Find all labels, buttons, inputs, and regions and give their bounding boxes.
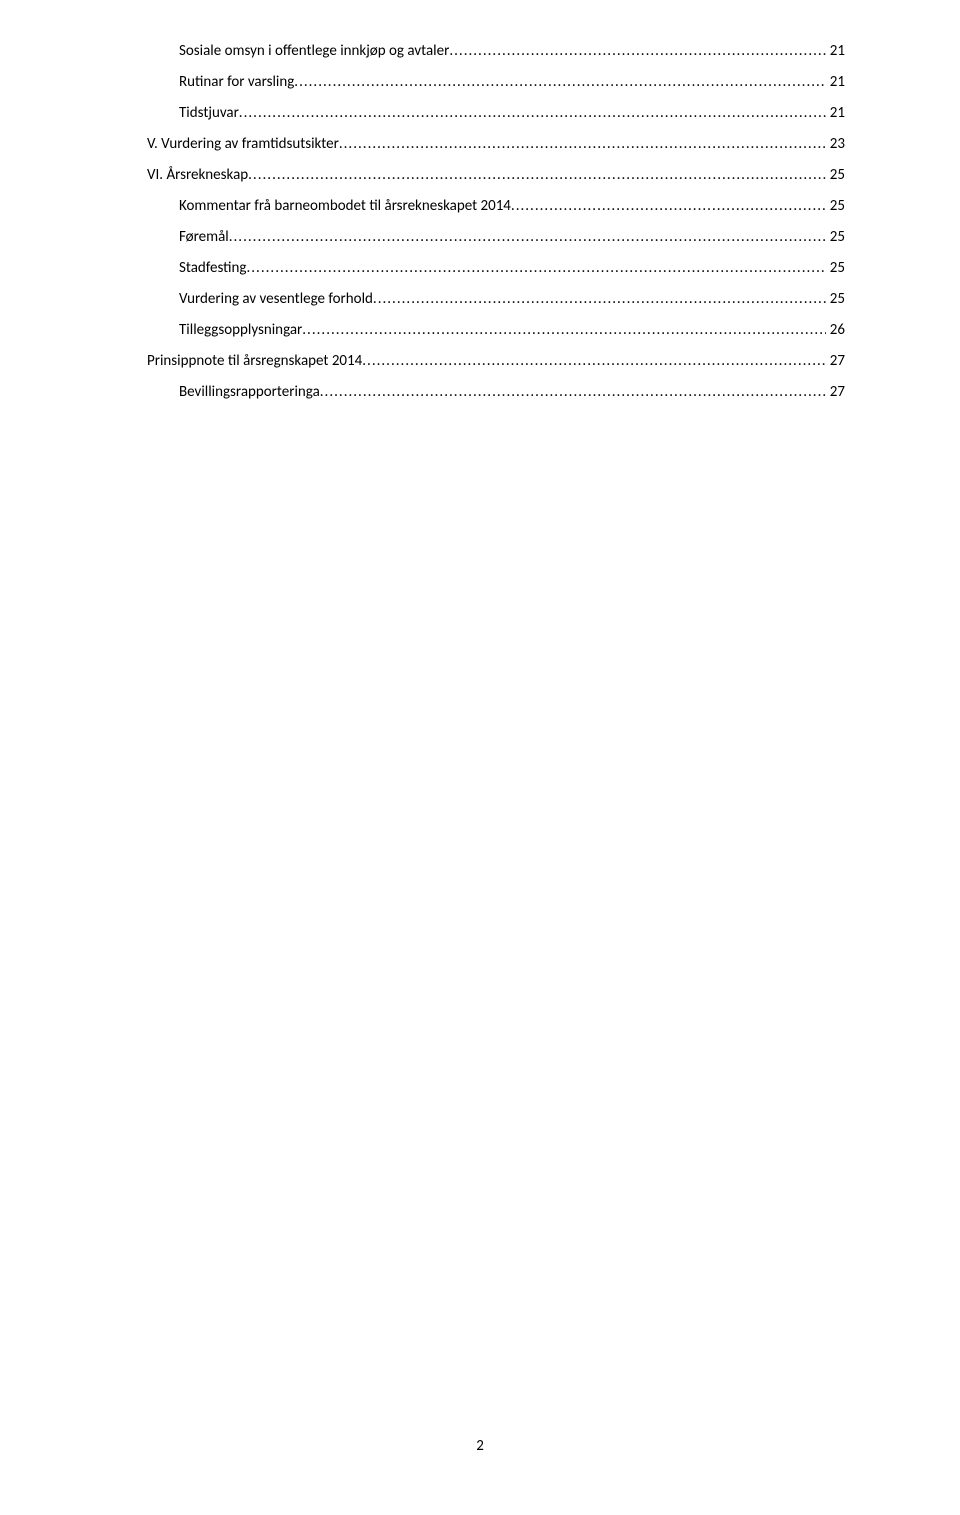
document-page: Sosiale omsyn i offentlege innkjøp og av…	[0, 0, 960, 1515]
toc-page-number: 27	[826, 377, 845, 408]
toc-entry: Stadfesting 25	[115, 253, 845, 284]
toc-leader	[339, 129, 826, 160]
toc-page-number: 26	[826, 315, 845, 346]
toc-entry: Tilleggsopplysningar 26	[115, 315, 845, 346]
toc-label: Vurdering av vesentlege forhold	[179, 284, 373, 315]
toc-label: Prinsippnote til årsregnskapet 2014	[147, 346, 362, 377]
toc-label: Tidstjuvar	[179, 98, 239, 129]
toc-page-number: 27	[826, 346, 845, 377]
toc-leader	[511, 191, 826, 222]
toc-page-number: 21	[826, 67, 845, 98]
toc-label: Stadfesting	[179, 253, 246, 284]
toc-leader	[362, 346, 826, 377]
toc-label: Føremål	[179, 222, 229, 253]
toc-page-number: 25	[826, 191, 845, 222]
toc-label: V. Vurdering av framtidsutsikter	[147, 129, 339, 160]
toc-entry: Bevillingsrapporteringa 27	[115, 377, 845, 408]
toc-entry: Vurdering av vesentlege forhold 25	[115, 284, 845, 315]
toc-entry: V. Vurdering av framtidsutsikter 23	[115, 129, 845, 160]
toc-page-number: 25	[826, 253, 845, 284]
toc-entry: Kommentar frå barneombodet til årsreknes…	[115, 191, 845, 222]
toc-label: Rutinar for varsling	[179, 67, 294, 98]
toc-entry: VI. Årsrekneskap 25	[115, 160, 845, 191]
page-number: 2	[0, 1437, 960, 1455]
toc-label: VI. Årsrekneskap	[147, 160, 248, 191]
toc-label: Tilleggsopplysningar	[179, 315, 302, 346]
toc-leader	[239, 98, 826, 129]
toc-leader	[302, 315, 826, 346]
toc-leader	[449, 36, 825, 67]
toc-leader	[229, 222, 826, 253]
toc-label: Bevillingsrapporteringa	[179, 377, 320, 408]
toc-leader	[248, 160, 826, 191]
toc-page-number: 21	[826, 36, 845, 67]
table-of-contents: Sosiale omsyn i offentlege innkjøp og av…	[115, 36, 845, 408]
toc-page-number: 25	[826, 222, 845, 253]
toc-entry: Tidstjuvar 21	[115, 98, 845, 129]
toc-leader	[320, 377, 826, 408]
toc-label: Kommentar frå barneombodet til årsreknes…	[179, 191, 511, 222]
toc-label: Sosiale omsyn i offentlege innkjøp og av…	[179, 36, 449, 67]
toc-leader	[373, 284, 826, 315]
toc-page-number: 21	[826, 98, 845, 129]
toc-entry: Sosiale omsyn i offentlege innkjøp og av…	[115, 36, 845, 67]
toc-entry: Prinsippnote til årsregnskapet 2014 27	[115, 346, 845, 377]
toc-leader	[294, 67, 826, 98]
toc-leader	[246, 253, 825, 284]
toc-page-number: 25	[826, 284, 845, 315]
toc-entry: Føremål 25	[115, 222, 845, 253]
toc-page-number: 25	[826, 160, 845, 191]
toc-page-number: 23	[826, 129, 845, 160]
toc-entry: Rutinar for varsling 21	[115, 67, 845, 98]
